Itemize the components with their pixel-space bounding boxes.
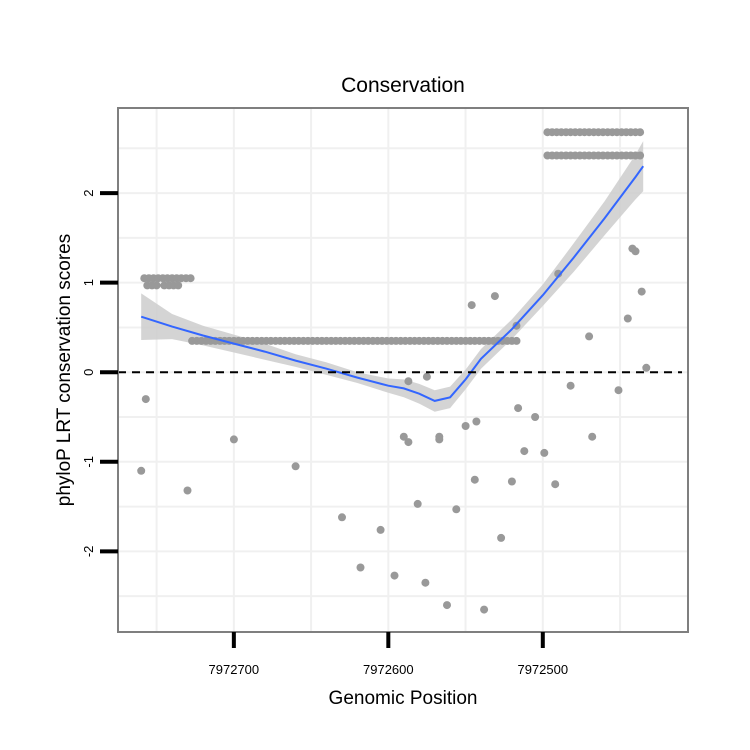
y-tick-label: 2 [81, 189, 96, 196]
data-point [566, 381, 575, 390]
data-point [338, 513, 346, 522]
data-point [637, 287, 646, 296]
data-point [531, 413, 540, 421]
plot-grid [118, 108, 688, 632]
data-point [404, 377, 413, 386]
data-point [152, 281, 161, 290]
data-point [186, 274, 195, 283]
data-point [141, 395, 150, 404]
data-point [636, 128, 645, 137]
x-tick-label: 7972500 [517, 662, 568, 677]
data-point [137, 466, 146, 475]
data-point [614, 386, 623, 395]
points-layer [137, 128, 651, 614]
data-point [467, 301, 476, 310]
data-point [636, 151, 645, 160]
plot-frame [117, 107, 689, 633]
data-point [623, 314, 632, 323]
data-point [588, 432, 597, 441]
data-point [514, 404, 523, 413]
data-point [356, 563, 365, 572]
data-point [497, 533, 506, 542]
data-point [422, 372, 431, 381]
data-point [480, 605, 489, 614]
data-point [435, 432, 444, 441]
axis-ticks: 7972700 7972600 7972500 2 1 0 -1 -2 [81, 189, 568, 677]
y-tick-label: 0 [81, 369, 96, 376]
data-point [399, 432, 408, 441]
data-point [376, 525, 385, 534]
x-tick-label: 7972700 [209, 662, 260, 677]
data-point [512, 336, 521, 345]
data-point [443, 601, 451, 610]
data-point [585, 332, 594, 341]
y-tick-label: -1 [81, 456, 96, 468]
y-axis-label: phyloP LRT conservation scores [54, 234, 75, 507]
data-point [551, 480, 560, 489]
data-point [628, 244, 637, 253]
y-tick-label: 1 [81, 279, 96, 286]
data-point [470, 475, 479, 484]
data-point [452, 505, 461, 514]
data-point [183, 486, 192, 495]
confidence-band [141, 141, 644, 412]
data-point [390, 571, 399, 580]
data-point [642, 363, 651, 372]
data-point [507, 477, 516, 486]
x-axis-label: Genomic Position [329, 688, 478, 709]
data-point [461, 422, 470, 430]
data-point [174, 281, 183, 290]
chart-title: Conservation [341, 74, 465, 97]
data-point [421, 578, 430, 587]
data-point [472, 417, 481, 426]
data-point [413, 499, 422, 508]
data-point [540, 448, 549, 457]
data-point [229, 435, 238, 444]
data-point [404, 438, 413, 447]
x-tick-label: 7972600 [363, 662, 414, 677]
y-tick-label: -2 [81, 546, 96, 558]
data-point [554, 269, 563, 278]
data-point [520, 447, 529, 456]
confidence-band-layer [141, 141, 644, 412]
smooth-line [140, 165, 645, 402]
smooth-line-layer [140, 165, 645, 402]
data-point [490, 292, 499, 301]
data-point [291, 462, 300, 471]
